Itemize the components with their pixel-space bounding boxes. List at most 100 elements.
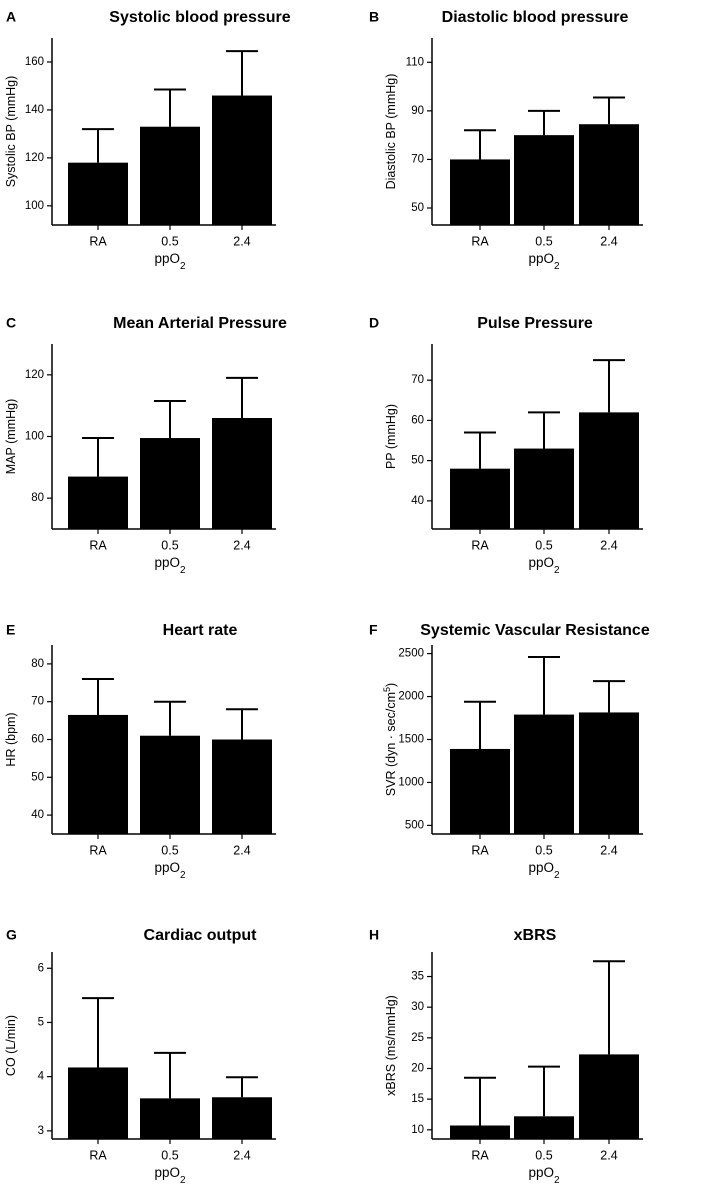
y-tick-label: 4 [38, 1071, 45, 1083]
bar-RA [450, 1125, 510, 1139]
panel-d: D Pulse Pressure 40 50 60 70 RA 0.5 2.4 ppO2 PP (m… [369, 315, 643, 576]
y-tick-label: 1500 [398, 734, 424, 746]
x-axis-label: ppO2 [528, 251, 560, 272]
y-tick-label: 70 [411, 374, 424, 386]
y-axis-label: Systolic BP (mmHg) [4, 76, 18, 188]
chart-title: Pulse Pressure [477, 315, 593, 332]
panel-f: F Systemic Vascular Resistance 500 1000 1500… [369, 622, 650, 881]
bar-0.5 [140, 735, 200, 834]
panel-e: E Heart rate 40 50 60 70 80 RA 0.5 2.4 ppO2 HR (bpm… [4, 622, 276, 881]
x-axis-label: ppO2 [528, 555, 560, 576]
y-tick-label: 160 [25, 56, 44, 68]
bar-RA [450, 468, 510, 529]
x-tick-label: 2.4 [233, 234, 250, 248]
y-tick-label: 50 [31, 771, 44, 783]
y-tick-label: 2000 [398, 691, 424, 703]
y-tick-label: 50 [411, 202, 424, 214]
bar-2.4 [579, 124, 639, 225]
bar-0.5 [514, 448, 574, 529]
x-tick-label: 0.5 [535, 1148, 552, 1162]
y-tick-label: 90 [411, 105, 424, 117]
bar-0.5 [140, 126, 200, 225]
x-tick-label: 0.5 [161, 538, 178, 552]
y-axis-label: xBRS (ms/mmHg) [384, 995, 398, 1096]
panel-letter: A [6, 9, 16, 25]
bar-2.4 [579, 1054, 639, 1139]
y-tick-label: 25 [411, 1032, 424, 1044]
x-tick-label: RA [471, 234, 489, 248]
x-tick-label: 0.5 [535, 843, 552, 857]
panel-g: G Cardiac output 3 4 5 6 RA 0.5 2.4 ppO2 CO (L/min… [4, 927, 276, 1186]
x-tick-label: RA [471, 1148, 489, 1162]
y-tick-label: 100 [25, 431, 44, 443]
x-axis-label: ppO2 [528, 1165, 560, 1186]
bar-RA [68, 714, 128, 834]
x-axis-label: ppO2 [154, 1165, 186, 1186]
y-tick-label: 10 [411, 1124, 424, 1136]
y-axis-label: MAP (mmHg) [4, 399, 18, 474]
x-axis-label: ppO2 [154, 860, 186, 881]
panel-c: C Mean Arterial Pressure 80 100 120 RA 0.5 2.4 p… [4, 315, 287, 576]
panel-letter: F [369, 622, 378, 638]
panel-letter: E [6, 622, 15, 638]
x-tick-label: RA [89, 1148, 107, 1162]
y-tick-label: 80 [31, 658, 44, 670]
y-tick-label: 500 [405, 819, 424, 831]
bar-0.5 [514, 1116, 574, 1139]
x-tick-label: 0.5 [161, 1148, 178, 1162]
panel-b: B Diastolic blood pressure 50 70 90 110 RA 0.5 2… [369, 9, 643, 272]
panel-letter: H [369, 927, 379, 943]
x-tick-label: RA [89, 843, 107, 857]
y-tick-label: 15 [411, 1093, 424, 1105]
y-tick-label: 35 [411, 971, 424, 983]
x-tick-label: RA [89, 234, 107, 248]
bar-RA [68, 162, 128, 225]
y-tick-label: 50 [411, 455, 424, 467]
bar-2.4 [212, 418, 272, 529]
bar-0.5 [140, 438, 200, 529]
y-axis-label: PP (mmHg) [384, 404, 398, 469]
x-tick-label: 2.4 [600, 234, 617, 248]
y-axis-label: SVR (dyn · sec/cm5) [382, 683, 398, 796]
panel-letter: G [6, 927, 17, 943]
y-tick-label: 40 [31, 809, 44, 821]
y-tick-label: 140 [25, 104, 44, 116]
bar-2.4 [212, 739, 272, 834]
y-tick-label: 100 [25, 200, 44, 212]
x-tick-label: RA [89, 538, 107, 552]
chart-title: Diastolic blood pressure [442, 9, 629, 26]
y-tick-label: 5 [38, 1016, 44, 1028]
y-tick-label: 20 [411, 1063, 424, 1075]
y-tick-label: 30 [411, 1001, 424, 1013]
chart-title: Systolic blood pressure [109, 9, 290, 26]
x-tick-label: RA [471, 538, 489, 552]
bar-RA [68, 476, 128, 529]
x-axis-label: ppO2 [154, 555, 186, 576]
y-tick-label: 3 [38, 1125, 44, 1137]
panel-letter: D [369, 315, 379, 331]
y-tick-label: 2500 [398, 648, 424, 660]
x-axis-label: ppO2 [528, 860, 560, 881]
bar-2.4 [212, 95, 272, 226]
x-tick-label: RA [471, 843, 489, 857]
bar-RA [450, 159, 510, 225]
x-tick-label: 2.4 [233, 538, 250, 552]
y-tick-label: 70 [31, 696, 44, 708]
chart-title: xBRS [514, 927, 557, 944]
panel-letter: B [369, 9, 379, 25]
bar-2.4 [579, 412, 639, 529]
bar-2.4 [212, 1097, 272, 1139]
chart-title: Cardiac output [144, 927, 258, 944]
y-tick-label: 60 [411, 414, 424, 426]
x-tick-label: 2.4 [233, 843, 250, 857]
panel-a: A Systolic blood pressure 100 120 140 160 RA 0.… [4, 9, 291, 272]
x-tick-label: 0.5 [535, 234, 552, 248]
bar-RA [450, 748, 510, 834]
bar-0.5 [140, 1098, 200, 1139]
x-tick-label: 0.5 [161, 843, 178, 857]
chart-title: Systemic Vascular Resistance [420, 622, 650, 639]
x-tick-label: 0.5 [161, 234, 178, 248]
y-tick-label: 40 [411, 495, 424, 507]
y-tick-label: 70 [411, 153, 424, 165]
